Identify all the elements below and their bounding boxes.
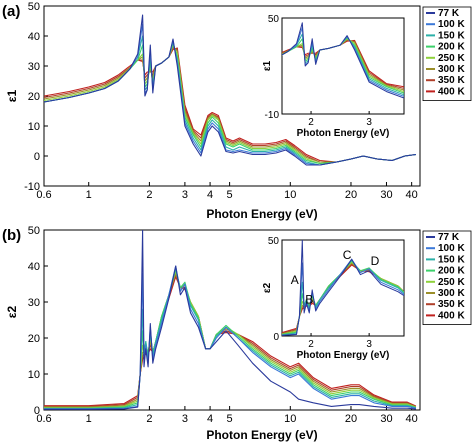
legend-label: 77 K xyxy=(438,8,460,19)
x-tick-label: 40 xyxy=(406,189,418,201)
panel-a-plot: 0.6 1 2 3 4 5 10 20 30 40 -10 0 10 20 30 40 50 2 3 -10 50 Pho… xyxy=(24,1,472,201)
y-tick-label: 30 xyxy=(28,297,40,309)
series-line-77k xyxy=(44,230,416,410)
plot-frame xyxy=(43,229,421,411)
inset-y-tick-label: 0 xyxy=(273,332,279,343)
legend-label: 400 K xyxy=(438,310,465,321)
x-tick-label: 2 xyxy=(146,189,152,201)
x-tick-label: 40 xyxy=(406,413,418,425)
legend-label: 250 K xyxy=(438,53,465,64)
x-tick-label: 20 xyxy=(345,189,357,201)
inset-annotation-d: D xyxy=(371,254,380,268)
inset-x-tick-label: 3 xyxy=(366,117,372,128)
panel-a-xlabel: Photon Energy (eV) xyxy=(206,207,317,221)
y-tick-label: 50 xyxy=(28,1,40,13)
inset-xlabel: Photon Energy (eV) xyxy=(297,128,390,139)
panel-a-ylabel: ε1 xyxy=(5,89,19,102)
x-tick-label: 1 xyxy=(86,413,92,425)
series-group xyxy=(44,14,416,166)
inset-x-tick-label: 3 xyxy=(366,339,372,350)
legend-label: 350 K xyxy=(438,75,465,86)
inset-series-group xyxy=(282,22,404,99)
legend-label: 400 K xyxy=(438,86,465,97)
inset-ylabel: ε2 xyxy=(262,282,273,293)
legend-label: 300 K xyxy=(438,64,465,75)
inset-annotation-b: B xyxy=(305,292,313,306)
y-tick-label: 50 xyxy=(28,225,40,237)
panel-a: (a) ε1 Photon Energy (eV) 0.6 1 2 3 4 5 10 20 30… xyxy=(2,1,472,221)
inset-series-group xyxy=(282,240,404,336)
y-tick-label: 30 xyxy=(28,61,40,73)
legend-label: 150 K xyxy=(438,30,465,41)
y-tick-label: 0 xyxy=(34,405,40,417)
x-tick-label: 3 xyxy=(182,189,188,201)
y-tick-label: 40 xyxy=(28,261,40,273)
x-tick-label: 20 xyxy=(345,413,357,425)
inset-series-line xyxy=(282,258,404,336)
legend-label: 200 K xyxy=(438,42,465,53)
x-tick-label: 4 xyxy=(207,189,213,201)
x-tick-label: 10 xyxy=(284,413,296,425)
legend-label: 150 K xyxy=(438,254,465,265)
x-tick-label: 0.6 xyxy=(36,413,51,425)
y-tick-label: 40 xyxy=(28,31,40,43)
panel-b-ylabel: ε2 xyxy=(5,305,19,318)
legend-label: 300 K xyxy=(438,288,465,299)
series-line-77k xyxy=(44,14,416,166)
legend-label: 200 K xyxy=(438,266,465,277)
inset-ylabel: ε1 xyxy=(262,60,273,71)
x-tick-label: 3 xyxy=(182,413,188,425)
inset-y-tick-label: -10 xyxy=(265,110,280,121)
legend-box xyxy=(422,6,472,101)
legend-box xyxy=(422,230,472,325)
x-tick-label: 30 xyxy=(380,189,392,201)
y-tick-label: 10 xyxy=(28,121,40,133)
legend-label: 100 K xyxy=(438,243,465,254)
y-tick-label: 10 xyxy=(28,369,40,381)
panel-b-label: (b) xyxy=(2,227,21,244)
inset-annotation-a: A xyxy=(291,273,299,287)
inset-y-tick-label: 50 xyxy=(268,14,280,25)
inset-y-tick-label: 50 xyxy=(268,236,280,247)
series-line-300k xyxy=(44,45,416,163)
inset-annotation-c: C xyxy=(343,248,352,262)
y-tick-label: 20 xyxy=(28,333,40,345)
inset-x-tick-label: 2 xyxy=(308,339,314,350)
y-tick-label: 0 xyxy=(34,151,40,163)
x-tick-label: 10 xyxy=(284,189,296,201)
legend-label: 77 K xyxy=(438,232,460,243)
x-tick-label: 2 xyxy=(146,413,152,425)
y-tick-label: 20 xyxy=(28,91,40,103)
y-tick-label: -10 xyxy=(24,181,40,193)
x-tick-label: 0.6 xyxy=(36,189,51,201)
x-tick-label: 5 xyxy=(227,189,233,201)
x-tick-label: 5 xyxy=(227,413,233,425)
panel-a-label: (a) xyxy=(2,3,20,20)
series-group xyxy=(44,230,417,410)
x-tick-label: 30 xyxy=(380,413,392,425)
legend-label: 350 K xyxy=(438,299,465,310)
panel-b: (b) ε2 Photon Energy (eV) 0.6 1 2 3 4 5 10 20 30… xyxy=(2,225,472,442)
legend-label: 100 K xyxy=(438,19,465,30)
series-line-400k xyxy=(44,47,416,163)
legend-label: 250 K xyxy=(438,277,465,288)
inset-series-line xyxy=(282,240,404,336)
series-line-200k xyxy=(44,42,416,165)
inset-xlabel: Photon Energy (eV) xyxy=(297,350,390,361)
inset-series-line xyxy=(282,22,404,99)
x-tick-label: 4 xyxy=(207,413,213,425)
inset-x-tick-label: 2 xyxy=(308,117,314,128)
x-tick-label: 1 xyxy=(86,189,92,201)
panel-b-xlabel: Photon Energy (eV) xyxy=(206,428,317,442)
